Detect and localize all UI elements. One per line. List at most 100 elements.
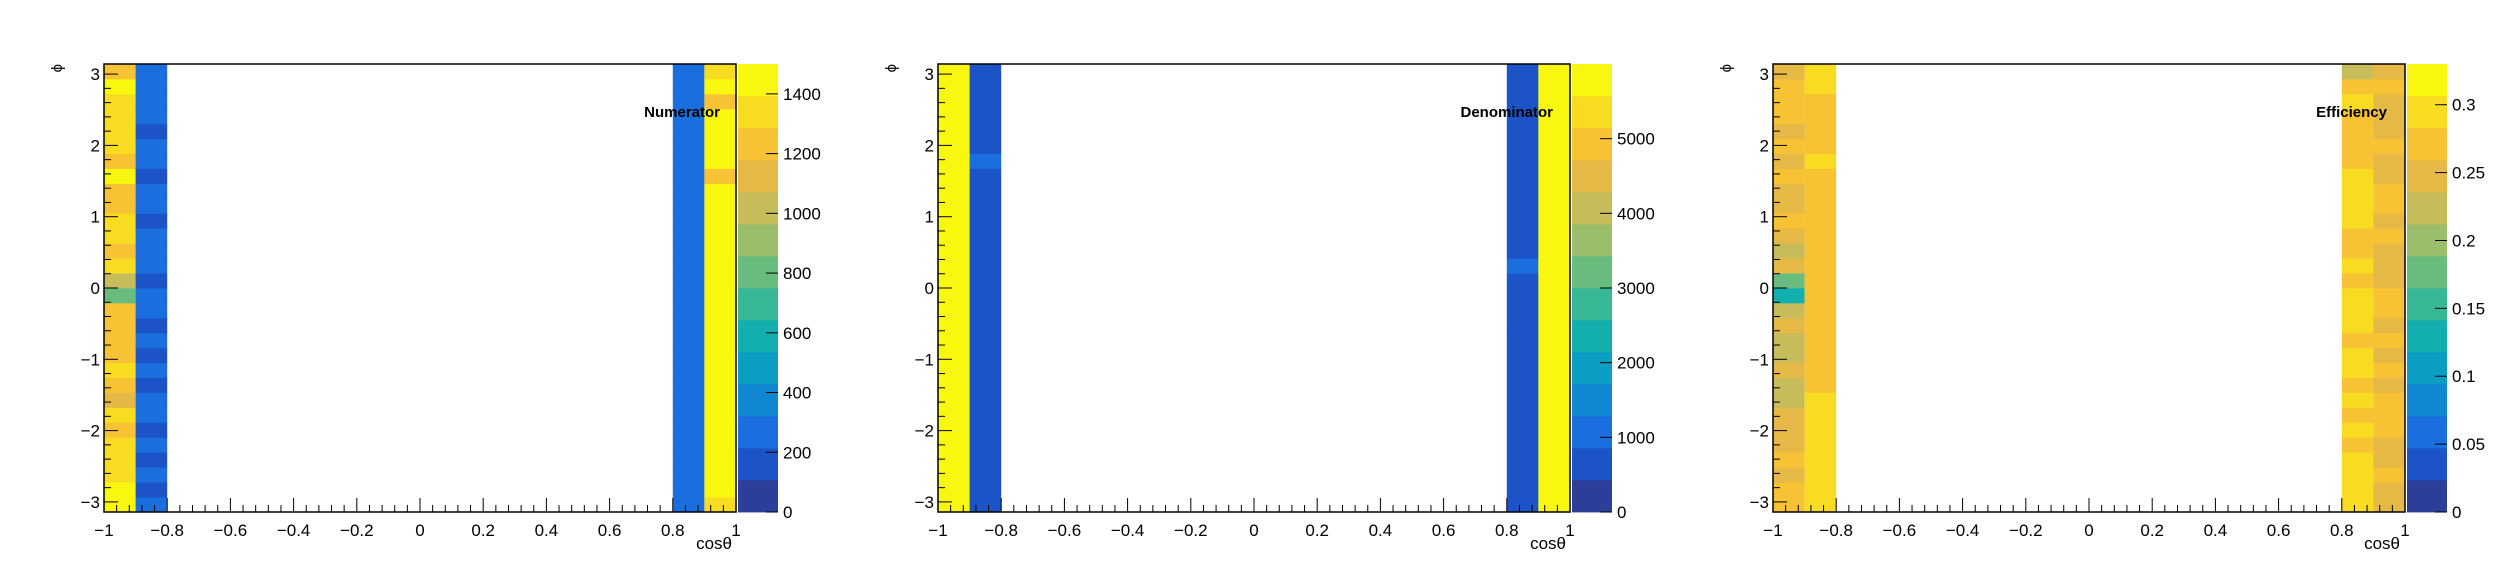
efficiency-cell-c0-b8 <box>1773 377 1805 393</box>
numerator-cell-c3-b22 <box>704 168 736 184</box>
numerator-cell-c1-b12 <box>135 317 168 334</box>
numerator-x-axis-title: cosθ <box>696 534 732 553</box>
denominator-y-tick-label: −1 <box>915 350 934 369</box>
numerator-cell-c1-b7 <box>135 392 168 408</box>
denominator-cell-c3-b21 <box>1538 183 1570 199</box>
efficiency-cell-c2-b1 <box>2341 482 2374 498</box>
numerator-cell-c3-b29 <box>704 64 736 80</box>
numerator-cell-c1-b25 <box>135 123 168 140</box>
numerator-cell-c3-b0 <box>704 497 736 513</box>
numerator-cell-c2-b24 <box>672 138 705 154</box>
numerator-cell-c1-b27 <box>135 93 168 110</box>
denominator-palette-swatch <box>1572 448 1612 481</box>
denominator-cell-c0-b21 <box>938 183 970 199</box>
efficiency-palette-swatch <box>2407 256 2447 289</box>
denominator-cell-c1-b8 <box>969 377 1002 393</box>
numerator-heatmap-cells <box>104 64 736 513</box>
denominator-cell-c1-b1 <box>969 482 1002 498</box>
numerator-cell-c2-b19 <box>672 213 705 229</box>
efficiency-palette-swatch <box>2407 64 2447 97</box>
numerator-palette-swatch <box>738 64 778 97</box>
numerator-cell-c3-b23 <box>704 153 736 169</box>
efficiency-y-tick-label: −2 <box>1750 422 1769 441</box>
numerator-cell-c1-b16 <box>135 258 168 274</box>
numerator-y-tick-label: 3 <box>91 65 100 84</box>
numerator-cell-c2-b23 <box>672 153 705 169</box>
efficiency-cell-c0-b21 <box>1773 183 1805 199</box>
numerator-cell-c0-b14 <box>104 288 136 304</box>
denominator-cell-c2-b2 <box>1506 467 1539 483</box>
efficiency-cell-c1-b11 <box>1804 332 1837 349</box>
efficiency-x-tick-label: 0.6 <box>2267 521 2291 540</box>
efficiency-z-tick-label: 0.3 <box>2452 96 2476 115</box>
denominator-cell-c3-b3 <box>1538 452 1570 468</box>
denominator-cell-c1-b28 <box>969 78 1002 95</box>
numerator-cell-c2-b26 <box>672 108 705 125</box>
efficiency-cell-c0-b29 <box>1773 64 1805 80</box>
efficiency-cell-c3-b12 <box>2373 317 2405 334</box>
denominator-cell-c2-b22 <box>1506 168 1539 184</box>
denominator-x-tick-label: 0.4 <box>1369 521 1393 540</box>
efficiency-x-axis-title: cosθ <box>2364 534 2400 553</box>
denominator-cell-c3-b13 <box>1538 302 1570 319</box>
denominator-cell-c0-b28 <box>938 78 970 95</box>
efficiency-cell-c3-b1 <box>2373 482 2405 498</box>
denominator-y-tick-label: 2 <box>925 136 934 155</box>
denominator-cell-c0-b6 <box>938 407 970 423</box>
numerator-cell-c3-b15 <box>704 273 736 289</box>
denominator-x-tick-label: −0.6 <box>1048 521 1082 540</box>
efficiency-x-tick-label: 0.8 <box>2330 521 2354 540</box>
numerator-x-tick-label: −0.2 <box>340 521 374 540</box>
denominator-cell-c3-b17 <box>1538 243 1570 259</box>
numerator-cell-c0-b24 <box>104 138 136 154</box>
denominator-cell-c3-b19 <box>1538 213 1570 229</box>
denominator-y-tick-label: −2 <box>915 422 934 441</box>
numerator-cell-c3-b10 <box>704 347 736 364</box>
efficiency-cell-c2-b7 <box>2341 392 2374 408</box>
denominator-cell-c3-b16 <box>1538 258 1570 274</box>
denominator-cell-c0-b26 <box>938 108 970 125</box>
numerator-cell-c2-b28 <box>672 78 705 95</box>
denominator-cell-c0-b10 <box>938 347 970 364</box>
numerator-cell-c2-b14 <box>672 288 705 304</box>
efficiency-z-tick-label: 0.1 <box>2452 367 2476 386</box>
efficiency-x-tick-label: 0.2 <box>2140 521 2164 540</box>
denominator-cell-c1-b26 <box>969 108 1002 125</box>
efficiency-cell-c0-b16 <box>1773 258 1805 274</box>
efficiency-palette-swatch <box>2407 288 2447 321</box>
numerator-cell-c1-b11 <box>135 332 168 349</box>
efficiency-cell-c1-b8 <box>1804 377 1837 393</box>
numerator-cell-c3-b21 <box>704 183 736 199</box>
denominator-cell-c0-b15 <box>938 273 970 289</box>
denominator-z-tick-label: 3000 <box>1617 279 1655 298</box>
efficiency-x-tick-label: −0.8 <box>1819 521 1853 540</box>
efficiency-cell-c1-b25 <box>1804 123 1837 140</box>
efficiency-cell-c3-b3 <box>2373 452 2405 468</box>
numerator-cell-c1-b13 <box>135 302 168 319</box>
efficiency-cell-c2-b29 <box>2341 64 2374 80</box>
efficiency-cell-c3-b25 <box>2373 123 2405 140</box>
numerator-cell-c2-b4 <box>672 437 705 453</box>
denominator-palette-swatch <box>1572 384 1612 417</box>
efficiency-cell-c1-b18 <box>1804 228 1837 244</box>
numerator-cell-c1-b15 <box>135 273 168 289</box>
efficiency-y-tick-label: 3 <box>1760 65 1769 84</box>
numerator-cell-c2-b1 <box>672 482 705 498</box>
numerator-cell-c3-b24 <box>704 138 736 154</box>
denominator-cell-c0-b1 <box>938 482 970 498</box>
numerator-cell-c3-b27 <box>704 93 736 110</box>
numerator-cell-c0-b0 <box>104 497 136 513</box>
denominator-cell-c2-b26 <box>1506 108 1539 125</box>
numerator-x-tick-label: 0.6 <box>598 521 622 540</box>
efficiency-cell-c0-b0 <box>1773 497 1805 513</box>
denominator-cell-c0-b18 <box>938 228 970 244</box>
numerator-cell-c2-b21 <box>672 183 705 199</box>
numerator-cell-c0-b18 <box>104 228 136 244</box>
numerator-palette-swatch <box>738 224 778 257</box>
denominator-cell-c0-b17 <box>938 243 970 259</box>
denominator-cell-c2-b5 <box>1506 422 1539 438</box>
efficiency-cell-c3-b15 <box>2373 273 2405 289</box>
denominator-cell-c2-b23 <box>1506 153 1539 169</box>
numerator-cell-c3-b7 <box>704 392 736 408</box>
denominator-cell-c2-b15 <box>1506 273 1539 289</box>
